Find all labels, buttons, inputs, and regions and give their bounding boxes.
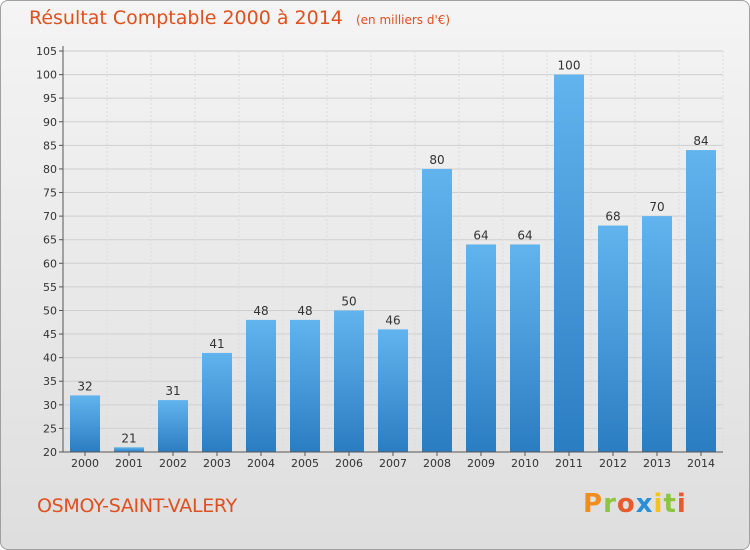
data-label: 48 xyxy=(253,304,268,318)
bar xyxy=(598,225,628,452)
logo-letter: x xyxy=(635,489,654,519)
axes: 20 25 30 35 40 45 50 55 60 65 70 75 80 85 90 95 100 105 20… xyxy=(36,45,723,470)
bar xyxy=(158,400,188,452)
bars: 32 21 31 41 48 48 50 46 80 64 64 100 68 70 84 xyxy=(70,59,716,453)
y-tick-label: 50 xyxy=(43,304,57,317)
y-tick-label: 100 xyxy=(36,69,57,82)
bar xyxy=(114,447,144,452)
x-tick-label: 2007 xyxy=(379,457,407,470)
y-tick-label: 35 xyxy=(43,375,57,388)
x-tick-label: 2001 xyxy=(115,457,143,470)
x-tick-label: 2006 xyxy=(335,457,363,470)
x-tick-label: 2000 xyxy=(71,457,99,470)
x-tick-label: 2002 xyxy=(159,457,187,470)
logo-letter: t xyxy=(663,489,677,519)
data-label: 21 xyxy=(121,431,136,445)
bar xyxy=(290,319,320,452)
data-label: 70 xyxy=(649,200,664,214)
data-label: 41 xyxy=(209,337,224,351)
bar xyxy=(686,150,716,452)
bar xyxy=(466,244,496,452)
y-tick-label: 105 xyxy=(36,45,57,58)
y-tick-label: 45 xyxy=(43,328,57,341)
x-tick-label: 2004 xyxy=(247,457,275,470)
bar xyxy=(378,329,408,452)
x-tick-label: 2014 xyxy=(687,457,715,470)
data-label: 46 xyxy=(385,313,400,327)
data-label: 64 xyxy=(473,228,488,242)
data-label: 84 xyxy=(693,134,708,148)
chart-title: Résultat Comptable 2000 à 2014 xyxy=(29,7,343,29)
x-tick-label: 2009 xyxy=(467,457,495,470)
chart-subtitle: (en milliers d'€) xyxy=(355,13,451,27)
data-label: 31 xyxy=(165,384,180,398)
bar xyxy=(422,168,452,453)
y-tick-label: 20 xyxy=(43,446,57,459)
x-tick-label: 2011 xyxy=(555,457,583,470)
x-tick-label: 2003 xyxy=(203,457,231,470)
x-tick-label: 2008 xyxy=(423,457,451,470)
y-tick-label: 40 xyxy=(43,352,57,365)
bar xyxy=(554,74,584,453)
data-label: 50 xyxy=(341,294,356,308)
bar xyxy=(202,352,232,452)
y-tick-label: 55 xyxy=(43,281,57,294)
bar xyxy=(642,216,672,452)
bar xyxy=(70,395,100,452)
data-label: 48 xyxy=(297,304,312,318)
commune-name: OSMOY-SAINT-VALERY xyxy=(37,495,237,517)
x-tick-label: 2013 xyxy=(643,457,671,470)
y-tick-label: 85 xyxy=(43,139,57,152)
x-tick-label: 2012 xyxy=(599,457,627,470)
logo-letter: i xyxy=(653,489,664,519)
title-row: Résultat Comptable 2000 à 2014 (en milli… xyxy=(29,7,450,29)
data-label: 32 xyxy=(77,379,92,393)
bar xyxy=(246,319,276,452)
x-tick-label: 2010 xyxy=(511,457,539,470)
x-tick-label: 2005 xyxy=(291,457,319,470)
logo-letter: r xyxy=(603,489,617,519)
bar xyxy=(510,244,540,452)
y-tick-label: 25 xyxy=(43,422,57,435)
y-tick-label: 70 xyxy=(43,210,57,223)
bar xyxy=(334,310,364,452)
logo-letter: o xyxy=(616,489,636,519)
y-tick-label: 95 xyxy=(43,92,57,105)
y-tick-label: 60 xyxy=(43,257,57,270)
logo-letter: P xyxy=(583,489,604,519)
data-label: 100 xyxy=(558,59,581,73)
y-tick-label: 80 xyxy=(43,163,57,176)
proxiti-logo[interactable]: Proxiti xyxy=(583,489,687,519)
data-label: 68 xyxy=(605,210,620,224)
logo-letter: i xyxy=(676,489,687,519)
y-tick-label: 90 xyxy=(43,116,57,129)
data-label: 80 xyxy=(429,153,444,167)
data-label: 64 xyxy=(517,228,532,242)
y-tick-label: 75 xyxy=(43,187,57,200)
y-tick-label: 65 xyxy=(43,234,57,247)
y-tick-label: 30 xyxy=(43,399,57,412)
